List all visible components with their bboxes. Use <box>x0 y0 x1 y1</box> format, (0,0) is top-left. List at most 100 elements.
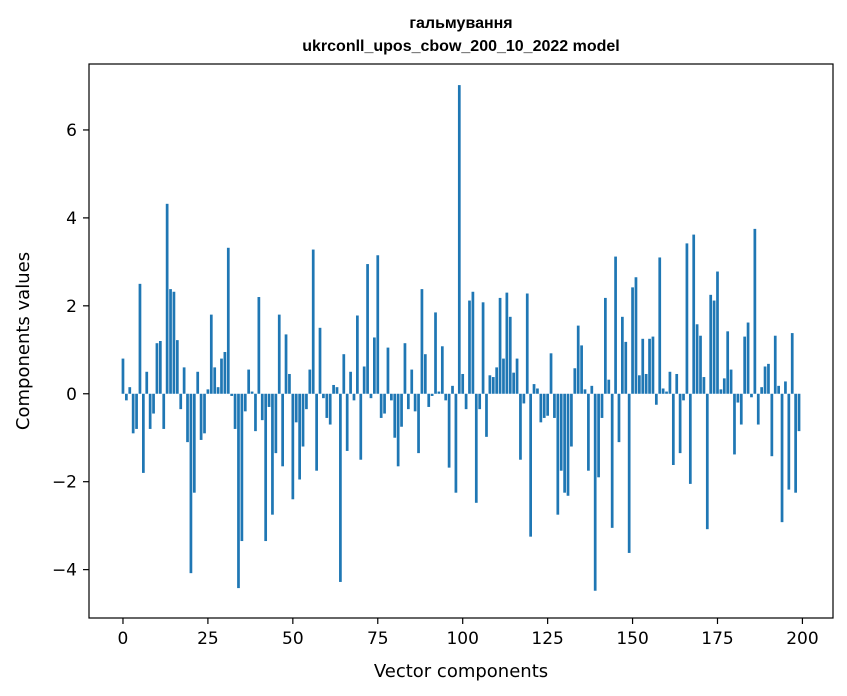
bar-157 <box>654 393 658 405</box>
bar-167 <box>688 393 692 484</box>
bar-186 <box>753 228 757 394</box>
bar-78 <box>386 347 390 394</box>
bar-76 <box>379 393 383 418</box>
bar-6 <box>142 393 145 473</box>
bar-131 <box>566 393 570 496</box>
bar-46 <box>277 314 281 394</box>
bar-117 <box>519 393 522 460</box>
bar-106 <box>481 302 485 394</box>
bar-33 <box>233 393 237 429</box>
x-tick-label-125: 125 <box>531 629 563 649</box>
bar-14 <box>169 289 172 394</box>
bar-59 <box>322 393 325 399</box>
bar-9 <box>152 393 155 414</box>
bar-171 <box>702 377 706 394</box>
bar-94 <box>440 346 444 394</box>
bar-39 <box>254 393 257 432</box>
bar-119 <box>525 293 529 394</box>
bar-77 <box>383 393 386 414</box>
bar-140 <box>597 393 600 478</box>
bar-56 <box>311 249 315 394</box>
chart-title: гальмування <box>409 15 512 32</box>
bar-49 <box>288 373 291 394</box>
bar-89 <box>423 354 427 394</box>
bar-22 <box>196 371 200 394</box>
bar-144 <box>610 393 614 528</box>
bar-79 <box>390 393 393 401</box>
bar-5 <box>138 283 142 394</box>
bar-90 <box>427 393 431 407</box>
bar-116 <box>515 358 519 394</box>
bar-153 <box>641 338 645 394</box>
bar-142 <box>604 297 607 394</box>
bar-2 <box>128 387 132 394</box>
bar-74 <box>373 337 376 394</box>
bar-145 <box>614 256 617 394</box>
bar-166 <box>685 243 689 394</box>
bar-67 <box>349 371 352 394</box>
bar-13 <box>165 203 169 394</box>
bar-179 <box>729 369 733 394</box>
bar-62 <box>332 384 335 394</box>
bar-82 <box>400 393 403 427</box>
bar-41 <box>260 393 264 421</box>
bar-184 <box>746 322 750 394</box>
x-axis-label: Vector components <box>374 661 548 682</box>
bar-192 <box>773 335 777 394</box>
bar-60 <box>325 393 329 418</box>
bar-109 <box>491 377 495 394</box>
bar-180 <box>733 393 736 455</box>
bar-88 <box>420 289 424 394</box>
bar-72 <box>366 264 369 394</box>
bar-189 <box>763 366 767 394</box>
bar-114 <box>508 316 512 394</box>
bar-130 <box>563 393 566 493</box>
bar-150 <box>631 287 634 394</box>
bar-1 <box>125 393 128 401</box>
bar-30 <box>223 351 227 394</box>
bar-149 <box>627 393 631 553</box>
x-tick-label-100: 100 <box>446 629 478 649</box>
bar-175 <box>716 271 719 394</box>
bar-174 <box>712 300 716 394</box>
bar-127 <box>553 393 556 418</box>
bar-101 <box>464 393 468 410</box>
bar-11 <box>158 341 162 394</box>
bar-84 <box>406 393 410 410</box>
bar-118 <box>522 393 526 404</box>
bar-40 <box>257 297 261 394</box>
bar-146 <box>617 393 621 443</box>
bar-148 <box>624 341 628 394</box>
bar-170 <box>699 335 702 394</box>
bar-132 <box>570 393 573 447</box>
bar-47 <box>281 393 284 467</box>
bar-86 <box>413 393 417 412</box>
bar-100 <box>461 373 465 394</box>
bar-198 <box>794 393 797 493</box>
bar-193 <box>777 385 780 394</box>
y-tick-label-2: 2 <box>66 297 77 317</box>
bar-73 <box>369 393 373 399</box>
bar-176 <box>719 389 723 394</box>
bar-44 <box>271 393 274 515</box>
bar-75 <box>376 255 380 394</box>
bar-196 <box>787 393 791 490</box>
bar-141 <box>600 393 604 418</box>
bar-93 <box>437 391 441 394</box>
bar-57 <box>315 393 318 471</box>
bar-0 <box>121 358 125 394</box>
bar-121 <box>532 384 536 394</box>
bar-139 <box>593 393 597 591</box>
bar-4 <box>135 393 138 429</box>
bar-137 <box>587 393 590 471</box>
bar-18 <box>182 367 186 394</box>
y-tick-label--2: −2 <box>52 473 77 493</box>
bar-120 <box>529 393 532 537</box>
y-axis-label: Components values <box>13 252 34 430</box>
bar-19 <box>186 393 189 443</box>
bar-154 <box>644 373 648 394</box>
bar-16 <box>175 340 179 394</box>
bar-34 <box>237 393 240 589</box>
